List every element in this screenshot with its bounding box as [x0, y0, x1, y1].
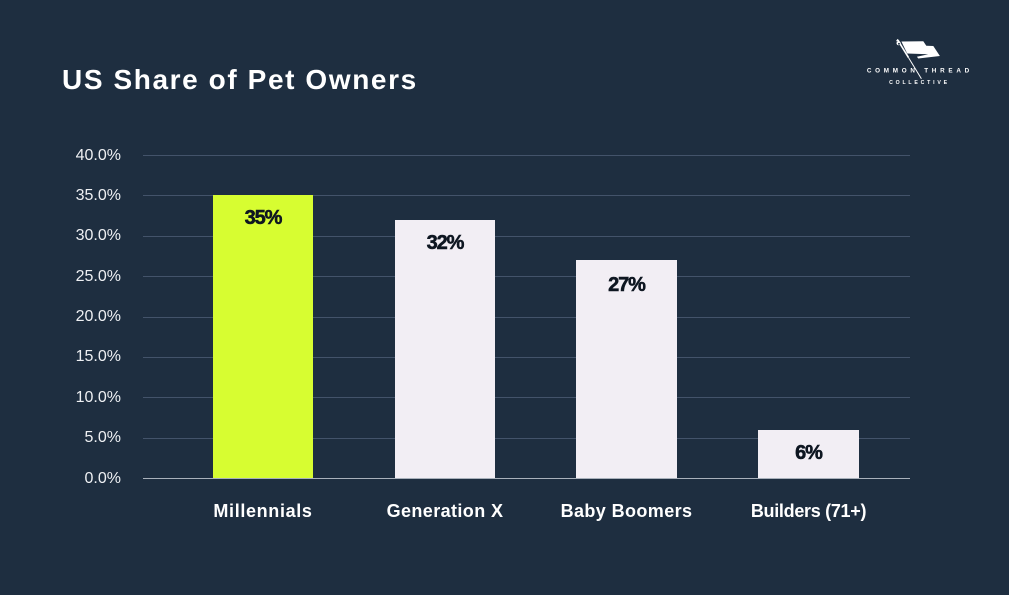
svg-text:COMMON THREAD: COMMON THREAD	[867, 68, 973, 75]
svg-text:COLLECTIVE: COLLECTIVE	[889, 80, 950, 86]
